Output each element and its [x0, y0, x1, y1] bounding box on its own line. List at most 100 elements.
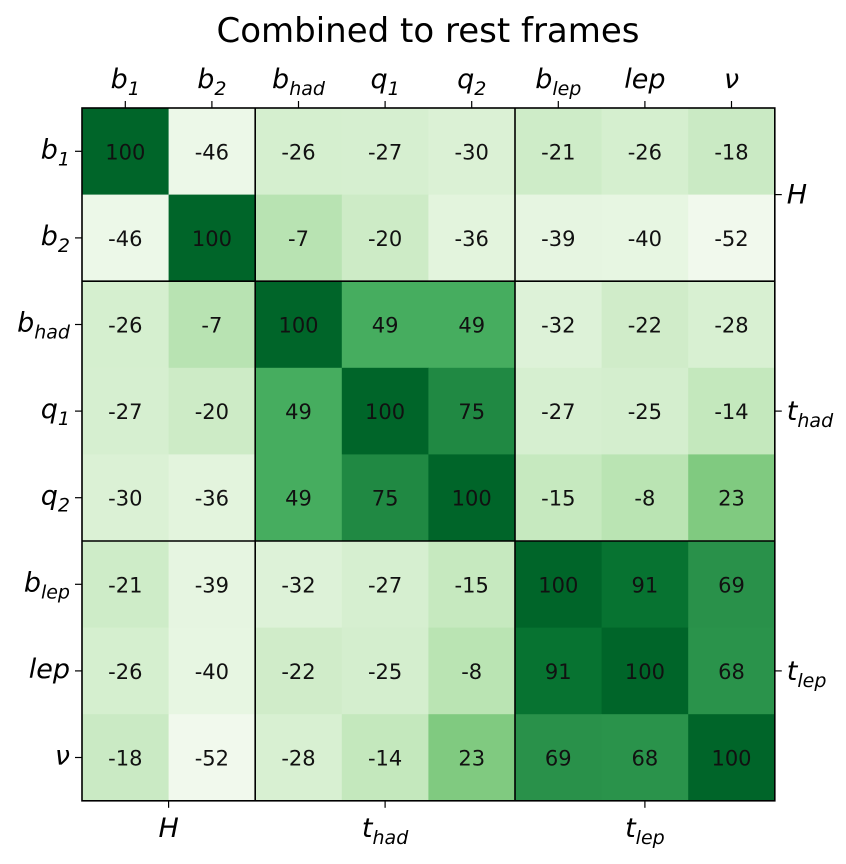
- y-tick-label: b2: [41, 221, 70, 257]
- heatmap-cell: [601, 367, 689, 455]
- x-tick-label: blep: [535, 64, 581, 100]
- heatmap-cell: [515, 194, 603, 282]
- heatmap-cell: [688, 108, 776, 196]
- cell-value-label: -7: [201, 314, 222, 338]
- cell-value-label: 100: [105, 140, 145, 164]
- heatmap-cell: [515, 281, 603, 369]
- cell-value-label: 100: [452, 487, 492, 511]
- heatmap-cell: [82, 367, 170, 455]
- heatmap-cell: [515, 108, 603, 196]
- cell-value-label: -21: [108, 573, 142, 597]
- cell-value-label: 49: [458, 314, 485, 338]
- y-tick-label: ν: [55, 741, 70, 772]
- x-tick-label: bhad: [272, 64, 326, 100]
- x-tick-label: b1: [111, 64, 140, 100]
- heatmap-cell: [82, 714, 170, 802]
- heatmap-cell: [515, 367, 603, 455]
- heatmap-cell: [688, 454, 776, 542]
- cell-value-label: -26: [628, 140, 662, 164]
- cell-value-label: 100: [711, 747, 751, 771]
- heatmap-cell: [601, 281, 689, 369]
- x-tick-label: q1: [370, 64, 399, 100]
- y-tick-label: blep: [24, 567, 70, 603]
- cell-value-label: -27: [108, 400, 142, 424]
- cell-value-label: -25: [368, 660, 402, 684]
- heatmap-cell: [255, 281, 343, 369]
- x-tick-label: ν: [724, 64, 739, 95]
- group-label-right: H: [787, 180, 807, 211]
- cell-value-label: 100: [192, 227, 232, 251]
- heatmap-cell: [601, 627, 689, 715]
- cell-value-label: 100: [538, 573, 578, 597]
- cell-value-label: -8: [461, 660, 482, 684]
- heatmap-cell: [168, 541, 256, 629]
- cell-value-label: 69: [718, 573, 745, 597]
- heatmap-cell: [428, 108, 516, 196]
- heatmap-cell: [82, 281, 170, 369]
- heatmap-cell: [601, 541, 689, 629]
- cell-value-label: -39: [195, 573, 229, 597]
- cell-value-label: -26: [108, 660, 142, 684]
- cell-value-label: 100: [625, 660, 665, 684]
- cell-value-label: 23: [458, 747, 485, 771]
- cell-value-label: -25: [628, 400, 662, 424]
- cell-value-label: 100: [365, 400, 405, 424]
- cell-value-label: -22: [628, 314, 662, 338]
- heatmap-cell: [341, 627, 429, 715]
- group-label-right: tlep: [787, 656, 827, 692]
- heatmap-cell: [688, 367, 776, 455]
- y-tick-label: q1: [41, 394, 70, 430]
- heatmap-cell: [82, 194, 170, 282]
- heatmap-cell: [601, 194, 689, 282]
- cell-value-label: 75: [458, 400, 485, 424]
- y-tick-labels: b1 b2 bhad q1 q2 blep lep ν: [17, 134, 82, 772]
- heatmap-cell: [341, 454, 429, 542]
- heatmap-cell: [255, 194, 343, 282]
- cell-value-label: -18: [108, 747, 142, 771]
- heatmap-cell: [255, 627, 343, 715]
- cell-value-label: 49: [285, 487, 312, 511]
- cell-value-label: -32: [281, 573, 315, 597]
- x-tick-label: q2: [457, 64, 486, 100]
- heatmap-cell: [168, 367, 256, 455]
- heatmap-cell: [428, 281, 516, 369]
- heatmap-cell: [82, 541, 170, 629]
- cell-value-label: -27: [368, 573, 402, 597]
- heatmap-frame: [81, 107, 776, 802]
- cell-value-label: 75: [372, 487, 399, 511]
- x-tick-label: b2: [197, 64, 226, 100]
- cell-value-label: 49: [285, 400, 312, 424]
- cell-value-label: -8: [634, 487, 655, 511]
- cell-value-label: -40: [195, 660, 229, 684]
- heatmap-cell: [688, 541, 776, 629]
- heatmap-cell: [82, 454, 170, 542]
- heatmap-cell: [168, 627, 256, 715]
- x-tick-label: lep: [624, 64, 665, 95]
- cell-value-label: -21: [541, 140, 575, 164]
- cell-value-label: 23: [718, 487, 745, 511]
- heatmap-cell: [168, 281, 256, 369]
- cell-value-label: -40: [628, 227, 662, 251]
- cell-value-label: 49: [372, 314, 399, 338]
- cell-value-label: -28: [714, 314, 748, 338]
- heatmap-cell: [341, 367, 429, 455]
- group-label-bottom: tlep: [625, 813, 665, 849]
- cell-value-label: -39: [541, 227, 575, 251]
- x-tick-labels: b1 b2 bhad q1 q2 blep lep ν: [111, 64, 739, 108]
- chart-title: Combined to rest frames: [216, 11, 639, 51]
- heatmap-cell: [515, 714, 603, 802]
- cell-value-label: 68: [718, 660, 745, 684]
- cell-value-label: 69: [545, 747, 572, 771]
- cell-value-label: -14: [714, 400, 748, 424]
- heatmap-cell: [341, 541, 429, 629]
- heatmap-cells: 100 -46 -26 -27 -30 -21 -26 -18 -46 100 -7 -20 -36 -3…: [82, 108, 776, 802]
- heatmap-cell: [428, 454, 516, 542]
- cell-value-label: -27: [368, 140, 402, 164]
- heatmap-cell: [341, 281, 429, 369]
- y-tick-label: q2: [41, 481, 70, 517]
- heatmap-cell: [688, 281, 776, 369]
- cell-value-label: -20: [368, 227, 402, 251]
- cell-value-label: -20: [195, 400, 229, 424]
